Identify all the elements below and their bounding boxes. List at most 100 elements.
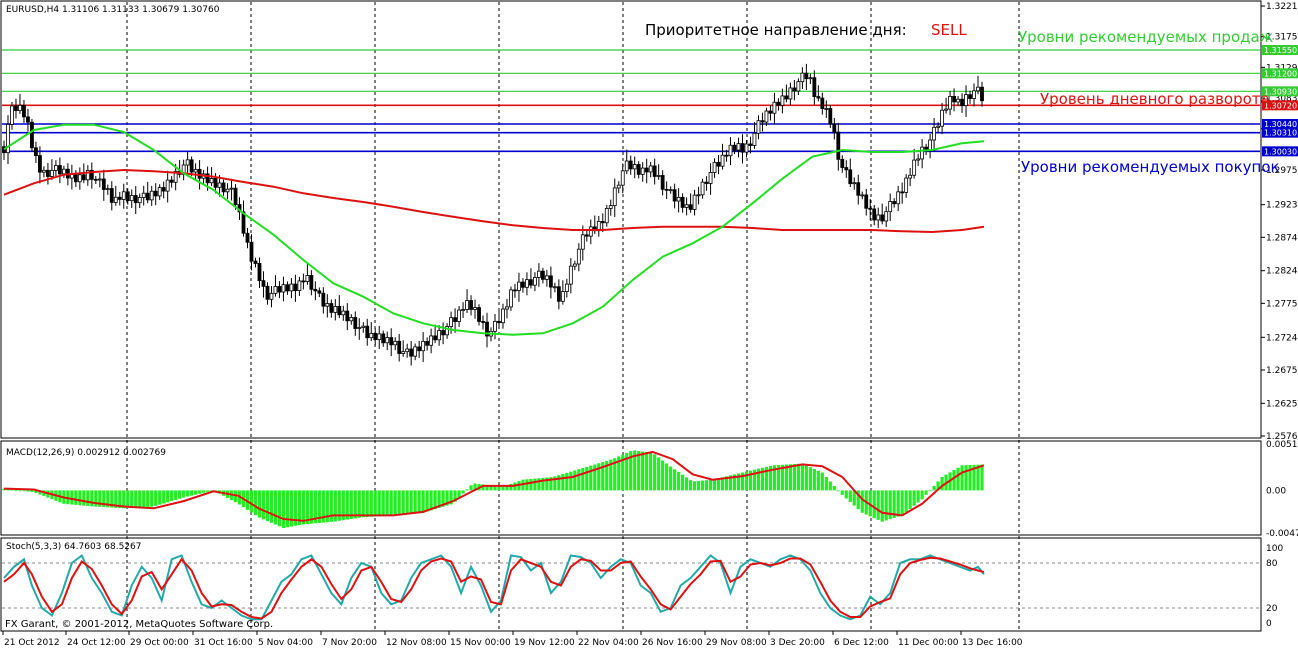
macd-bar (908, 490, 912, 509)
macd-bar (305, 490, 309, 525)
priority-value: SELL (931, 21, 967, 39)
candle-body (321, 292, 326, 307)
stoch-tick-label: 20 (1266, 604, 1278, 614)
macd-bar (369, 490, 373, 517)
candle-body (14, 105, 18, 111)
level-tag-bg (1262, 127, 1298, 138)
macd-bar (872, 490, 876, 519)
candle-body (357, 327, 362, 329)
macd-bar (150, 490, 154, 507)
macd-bar (405, 490, 409, 515)
candle-body (193, 168, 198, 173)
macd-bar (784, 464, 789, 491)
candle-body (209, 178, 214, 184)
macd-bar (956, 467, 960, 491)
candle-body (672, 189, 677, 202)
macd-bar (728, 475, 733, 491)
candle-body (345, 310, 350, 322)
macd-bar (70, 490, 74, 505)
price-tick-label: 1.28240 (1266, 267, 1298, 277)
macd-bar (233, 490, 238, 503)
candle-body (453, 317, 457, 322)
macd-bar (621, 454, 625, 491)
candle-body (449, 317, 453, 327)
macd-bar (840, 490, 844, 495)
macd-bar (321, 490, 325, 523)
candle-body (233, 187, 238, 205)
price-tick-label: 1.27240 (1266, 333, 1298, 343)
macd-bar (162, 490, 166, 504)
macd-bar (186, 490, 190, 497)
stoch-panel[interactable] (0, 537, 1262, 632)
candle-body (257, 263, 262, 282)
macd-bar (421, 490, 425, 513)
macd-bar (792, 464, 796, 491)
candle-body (680, 196, 685, 208)
candle-body (117, 196, 122, 200)
macd-bar (688, 480, 693, 491)
macd-bar (637, 450, 641, 491)
candle-body (173, 170, 178, 183)
candle-body (584, 234, 589, 237)
candle-body (572, 263, 577, 267)
candle-body (281, 284, 286, 293)
candle-body (896, 191, 901, 205)
candle-body (756, 120, 761, 134)
macd-bar (868, 490, 872, 517)
candle-body (253, 260, 258, 264)
macd-bar (333, 490, 337, 522)
price-tick-label: 1.25760 (1266, 432, 1298, 442)
candle-body (397, 340, 402, 354)
macd-bar (365, 490, 369, 517)
macd-bar (645, 452, 649, 491)
macd-bar (760, 467, 765, 491)
candle-body (760, 120, 765, 123)
macd-bar (820, 472, 824, 491)
macd-bar (82, 490, 86, 506)
macd-bar (461, 490, 465, 494)
macd-bar (936, 481, 940, 491)
macd-bar (509, 483, 513, 491)
candle-body (884, 211, 889, 222)
level-tag-label: 1.30310 (1264, 129, 1297, 138)
level-tag-bg (1262, 100, 1298, 111)
candle-body (409, 348, 414, 357)
macd-bar (429, 490, 433, 511)
price-panel[interactable] (0, 0, 1262, 439)
macd-bar (385, 490, 389, 516)
buy-levels-label: Уровни рекомендуемых покупок (1021, 158, 1280, 176)
candle-body (297, 280, 302, 291)
candle-body (341, 310, 346, 316)
macd-bar (285, 490, 290, 528)
macd-bar (146, 490, 150, 507)
candle-body (249, 241, 254, 262)
macd-bar (577, 469, 581, 491)
price-tick-label: 1.29750 (1266, 166, 1298, 176)
macd-bar (293, 490, 298, 526)
candle-body (217, 182, 222, 188)
macd-tick-label: -0.004763 (1266, 529, 1298, 539)
stoch-tick-label: 80 (1266, 559, 1278, 569)
macd-bar (585, 466, 589, 491)
level-tag-buy: 1.30310 (1262, 127, 1298, 138)
candle-body (421, 340, 426, 352)
candle-body (153, 190, 158, 197)
candle-body (604, 208, 609, 224)
macd-bar (417, 490, 421, 514)
macd-bar (976, 464, 980, 491)
candle-body (676, 196, 681, 202)
candle-body (433, 335, 438, 341)
candle-body (664, 188, 669, 191)
macd-bar (269, 490, 274, 523)
macd-bar (752, 469, 757, 491)
macd-bar (980, 464, 984, 491)
macd-bar (377, 490, 381, 517)
macd-bar (549, 477, 553, 491)
price-levels (2, 49, 1260, 153)
macd-bar (537, 478, 541, 491)
candle-body (125, 191, 130, 202)
ma-slow-line (3, 168, 985, 234)
macd-bar (740, 472, 745, 491)
macd-bar (764, 466, 769, 491)
